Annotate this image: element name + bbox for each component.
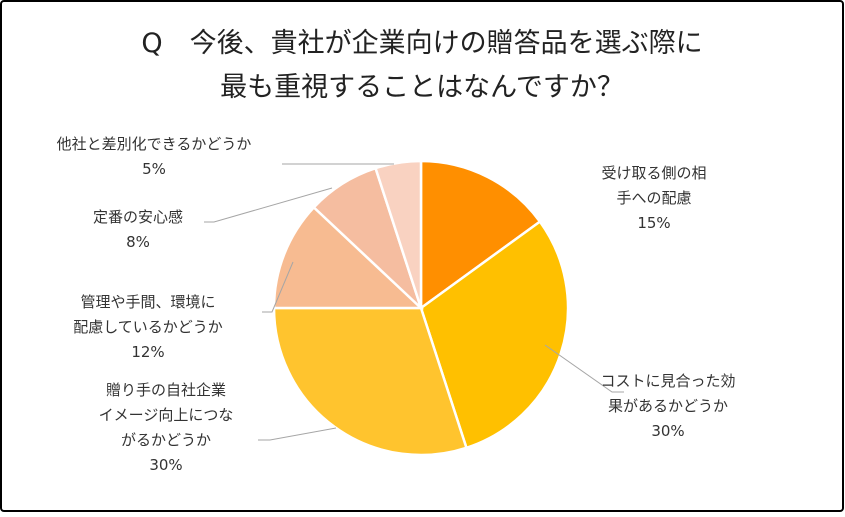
slice-label-5-line-1: 定番の安心感: [93, 208, 183, 226]
slice-label-1-line-2: 手への配慮: [616, 189, 691, 207]
slice-label-2-line-2: 果があるかどうか: [608, 397, 728, 415]
pie-slice-1: [419, 159, 542, 311]
pie-slices: [272, 159, 570, 457]
slice-label-6-line-1: 他社と差別化できるかどうか: [57, 135, 252, 153]
slice-value-label-5: 8%: [126, 233, 150, 251]
slice-value-label-4: 12%: [131, 343, 164, 361]
leader-line-5: [204, 187, 333, 223]
leader-line-4: [262, 261, 294, 313]
leader-line-3: [258, 427, 337, 441]
chart-title-line-2: 最も重視することはなんですか？: [220, 72, 624, 103]
slice-label-3-line-1: 贈り手の自社企業: [106, 381, 226, 399]
slice-label-4-line-1: 管理や手間、環境に: [80, 293, 215, 311]
slice-value-label-6: 5%: [142, 160, 166, 178]
slice-value-label-1: 15%: [637, 214, 670, 232]
slice-label-4-line-2: 配慮しているかどうか: [73, 318, 223, 336]
pie-slice-4: [272, 205, 425, 310]
pie-slice-6: [373, 159, 423, 309]
pie-slice-2: [419, 219, 570, 450]
slice-value-label-3: 30%: [149, 456, 182, 474]
slice-label-1-line-1: 受け取る側の相: [601, 164, 706, 182]
slice-label-3-line-2: イメージ向上につな: [99, 406, 234, 424]
chart-title: Q 今後、貴社が企業向けの贈答品を選ぶ際に 最も重視することはなんですか？: [141, 28, 702, 103]
slice-value-label-2: 30%: [651, 422, 684, 440]
pie-slice-3: [272, 306, 469, 457]
leader-lines: [204, 163, 624, 441]
slice-label-3-line-3: がるかどうか: [121, 431, 211, 449]
leader-line-2: [544, 344, 624, 393]
chart-title-line-1: Q 今後、貴社が企業向けの贈答品を選ぶ際に: [141, 28, 702, 59]
slice-label-2-line-1: コストに見合った効: [600, 372, 735, 390]
